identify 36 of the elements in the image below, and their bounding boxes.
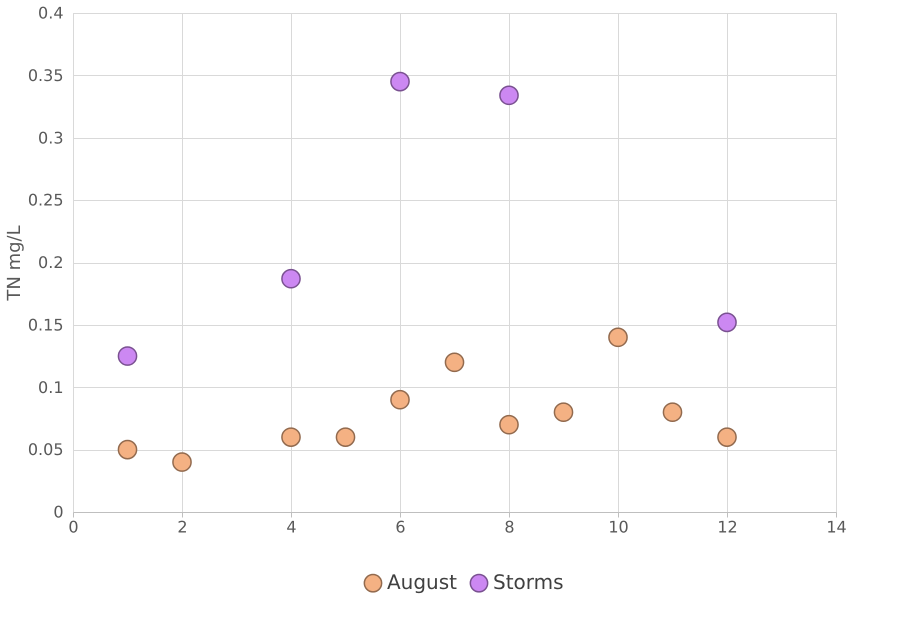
legend-label: Storms (493, 570, 564, 594)
legend-label: August (387, 570, 458, 594)
point (608, 328, 628, 348)
point (499, 86, 519, 106)
y-tick-label: 0.05 (28, 440, 64, 460)
y-axis-title: TN mg/L (4, 225, 25, 302)
point (662, 402, 682, 422)
point (281, 268, 301, 289)
x-tick-label: 6 (395, 518, 406, 536)
point (336, 427, 356, 447)
y-tick-label: 0 (53, 502, 64, 522)
y-tick-label: 0.1 (38, 378, 64, 397)
y-tick-label: 0.35 (28, 66, 64, 85)
x-tick-label: 2 (177, 518, 188, 536)
y-tick-label: 0.15 (28, 315, 64, 334)
point (390, 390, 410, 410)
y-tick-label: 0.3 (38, 128, 64, 148)
point (444, 352, 464, 372)
point (172, 452, 192, 472)
point (554, 402, 574, 422)
point (717, 312, 737, 332)
point (281, 427, 301, 447)
x-tick-label: 8 (504, 518, 515, 536)
point (717, 427, 737, 447)
point (499, 414, 519, 434)
point (390, 72, 410, 92)
point (118, 346, 138, 366)
y-tick-label: 0.2 (38, 253, 64, 272)
y-tick-label: 0.4 (38, 4, 64, 22)
y-tick-label: 0.25 (28, 190, 64, 210)
x-tick-label: 14 (826, 518, 847, 536)
x-tick-label: 10 (608, 518, 629, 536)
x-tick-label: 12 (717, 518, 738, 536)
x-tick-label: 0 (68, 518, 79, 536)
point (118, 440, 138, 460)
x-tick-label: 4 (286, 518, 297, 536)
